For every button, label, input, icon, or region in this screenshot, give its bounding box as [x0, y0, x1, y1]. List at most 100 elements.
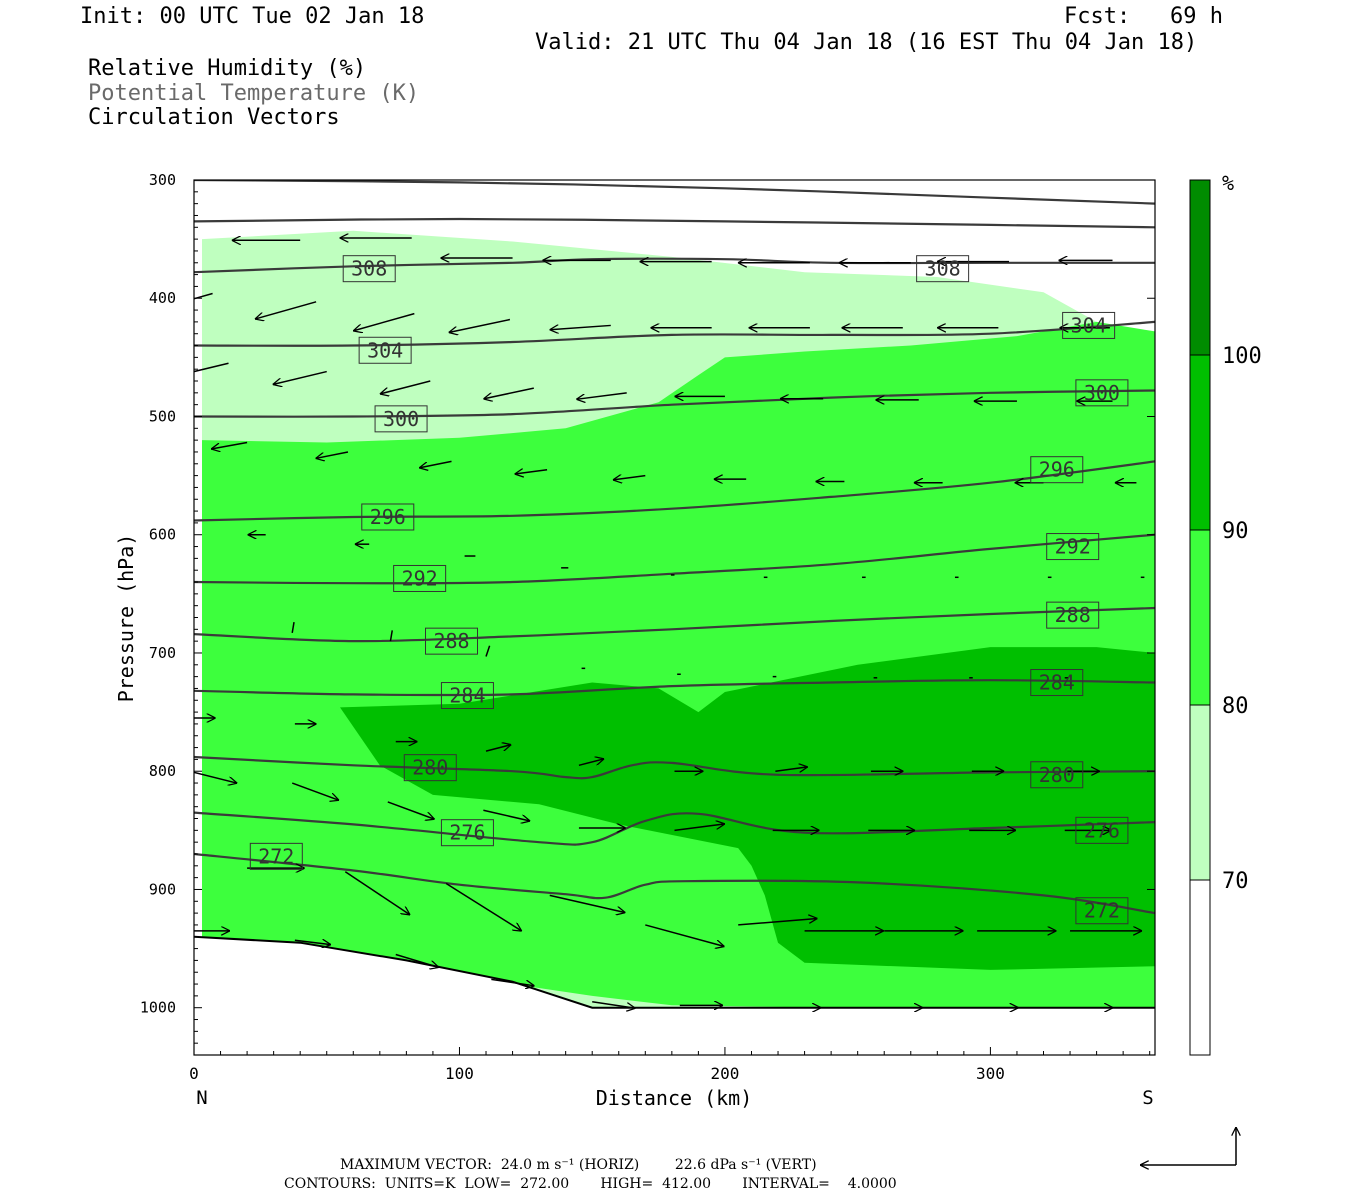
circulation-vector [645, 924, 724, 947]
valid-time: Valid: 21 UTC Thu 04 Jan 18 (16 EST Thu … [535, 30, 1198, 55]
colorbar-label-80: 80 [1222, 694, 1249, 719]
colorbar-label-70: 70 [1222, 869, 1249, 894]
theta-label-272-left: 272 [249, 842, 303, 870]
colorbar-label-90: 90 [1222, 519, 1249, 544]
theta-label-280-right: 280 [1030, 761, 1084, 789]
theta-label-280-left: 280 [403, 754, 457, 782]
theta-contour-288 [194, 606, 1155, 643]
circulation-vector [483, 387, 534, 399]
y-tick-label: 700 [149, 644, 176, 662]
circulation-vector [550, 325, 611, 329]
theta-label-text: 284 [1039, 671, 1075, 695]
circulation-vector [389, 630, 393, 642]
max-vector-text: MAXIMUM VECTOR: 24.0 m s⁻¹ (HORIZ) 22.6 … [340, 1157, 817, 1173]
circulation-vector [578, 759, 604, 767]
theta-label-text: 300 [1084, 381, 1120, 405]
circulation-vector [353, 312, 415, 331]
theta-contour-272 [194, 852, 1155, 915]
theta-label-text: 308 [351, 257, 387, 281]
circulation-vector [255, 301, 317, 319]
theta-contour-312 [194, 217, 1155, 229]
y-tick-label: 800 [149, 762, 176, 780]
field-label-theta: Potential Temperature (K) [88, 81, 420, 106]
x-tick-label: 0 [189, 1064, 199, 1083]
y-tick-label: 900 [149, 880, 176, 898]
y-tick-label: 500 [149, 407, 176, 425]
colorbar-segment-60 [1189, 879, 1211, 1056]
circulation-vector [449, 318, 511, 333]
circulation-vector [775, 767, 807, 771]
theta-label-272-right: 272 [1075, 897, 1129, 925]
circulation-vector [194, 771, 237, 783]
contour-info-text: CONTOURS: UNITS=K LOW= 272.00 HIGH= 412.… [284, 1176, 897, 1192]
init-time: Init: 00 UTC Tue 02 Jan 18 [80, 4, 425, 29]
theta-label-text: 292 [1055, 535, 1091, 559]
theta-label-text: 288 [433, 629, 469, 653]
theta-label-288-right: 288 [1046, 601, 1100, 629]
x-end-label-s: S [1142, 1087, 1153, 1109]
theta-label-text: 304 [1071, 313, 1107, 337]
theta-label-304-left: 304 [358, 336, 412, 364]
circulation-vector [485, 745, 511, 752]
circulation-vector [291, 782, 339, 800]
theta-label-text: 280 [412, 756, 448, 780]
theta-label-text: 296 [1039, 458, 1075, 482]
theta-label-text: 300 [383, 407, 419, 431]
circulation-vector [194, 292, 213, 300]
rh-fill-90 [340, 647, 1155, 970]
forecast-hour: Fcst: 69 h [1064, 4, 1223, 29]
theta-label-text: 308 [925, 257, 961, 281]
circulation-vector [294, 940, 331, 944]
y-axis-label: Pressure (hPa) [114, 534, 138, 703]
colorbar-segment-80 [1189, 529, 1211, 706]
circulation-vector [387, 801, 435, 819]
circulation-vector [491, 978, 534, 985]
theta-label-296-left: 296 [361, 503, 415, 531]
circulation-vector [515, 470, 548, 474]
colorbar-segment-100 [1189, 179, 1211, 356]
circulation-vector [380, 380, 431, 394]
theta-label-276-left: 276 [440, 819, 494, 847]
theta-label-text: 280 [1039, 763, 1075, 787]
theta-label-292-right: 292 [1046, 533, 1100, 561]
y-tick-label: 1000 [140, 999, 176, 1017]
theta-label-308-right: 308 [916, 255, 970, 283]
field-label-rh: Relative Humidity (%) [88, 56, 367, 81]
theta-label-text: 272 [258, 844, 294, 868]
circulation-vector [194, 362, 229, 373]
theta-label-296-right: 296 [1030, 456, 1084, 484]
x-end-label-n: N [196, 1087, 207, 1109]
theta-label-300-right: 300 [1075, 379, 1129, 407]
theta-label-text: 276 [449, 821, 485, 845]
theta-contour-304 [194, 320, 1155, 347]
theta-contour-276 [194, 811, 1155, 846]
theta-contour-316 [194, 180, 1155, 205]
x-tick-label: 100 [445, 1064, 474, 1083]
colorbar-segment-90 [1189, 354, 1211, 531]
theta-label-text: 292 [402, 566, 438, 590]
theta-label-text: 284 [449, 684, 485, 708]
theta-label-308-left: 308 [342, 255, 396, 283]
theta-label-text: 276 [1084, 818, 1120, 842]
circulation-vector [592, 1001, 635, 1008]
circulation-vector [316, 451, 349, 458]
theta-contour-308 [194, 257, 1155, 274]
theta-label-276-right: 276 [1075, 816, 1129, 844]
theta-label-284-right: 284 [1030, 669, 1084, 697]
theta-label-text: 296 [370, 505, 406, 529]
x-tick-label: 200 [710, 1064, 739, 1083]
x-tick-label: 300 [976, 1064, 1005, 1083]
theta-label-304-right: 304 [1062, 311, 1116, 339]
y-tick-label: 600 [149, 526, 176, 544]
theta-label-288-left: 288 [425, 627, 479, 655]
colorbar-segment-70 [1189, 704, 1211, 881]
circulation-vector [576, 392, 627, 399]
theta-contour-300 [194, 389, 1155, 418]
circulation-vector [419, 460, 452, 467]
reference-vector [1140, 1127, 1236, 1165]
y-tick-label: 400 [149, 289, 176, 307]
theta-label-text: 304 [367, 338, 403, 362]
circulation-vector [738, 918, 817, 926]
circulation-vector [674, 824, 725, 832]
